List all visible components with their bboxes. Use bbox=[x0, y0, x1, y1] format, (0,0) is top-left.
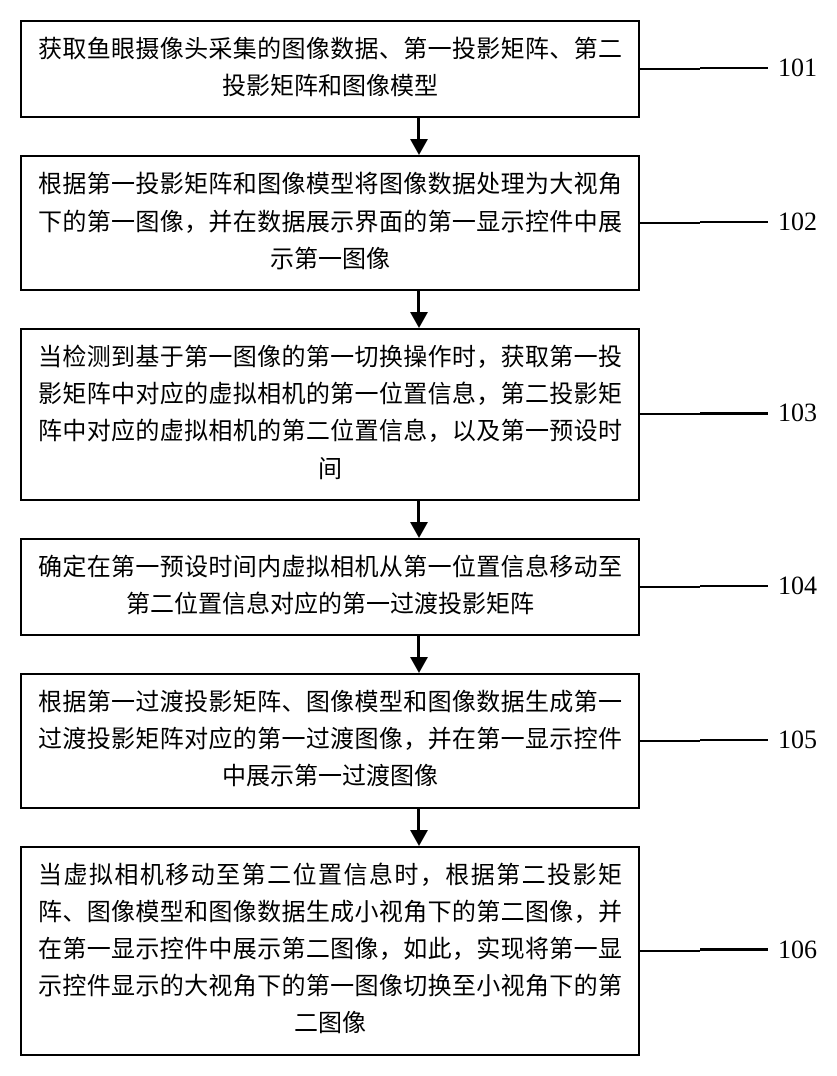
arrow-head-icon bbox=[410, 139, 428, 155]
step-text: 根据第一投影矩阵和图像模型将图像数据处理为大视角下的第一图像，并在数据展示界面的… bbox=[38, 167, 622, 279]
step-row-106: 当虚拟相机移动至第二位置信息时，根据第二投影矩阵、图像模型和图像数据生成小视角下… bbox=[20, 846, 817, 1056]
arrow-shaft bbox=[417, 118, 420, 140]
step-connector-101: 101 bbox=[640, 55, 817, 83]
step-row-101: 获取鱼眼摄像头采集的图像数据、第一投影矩阵、第二投影矩阵和图像模型 101 bbox=[20, 20, 817, 118]
step-box-102: 根据第一投影矩阵和图像模型将图像数据处理为大视角下的第一图像，并在数据展示界面的… bbox=[20, 155, 640, 291]
horizontal-line bbox=[700, 948, 768, 951]
arrow-head-icon bbox=[410, 830, 428, 846]
step-text: 根据第一过渡投影矩阵、图像模型和图像数据生成第一过渡投影矩阵对应的第一过渡图像，… bbox=[38, 685, 622, 797]
step-connector-102: 102 bbox=[640, 209, 817, 237]
step-row-105: 根据第一过渡投影矩阵、图像模型和图像数据生成第一过渡投影矩阵对应的第一过渡图像，… bbox=[20, 673, 817, 809]
step-box-104: 确定在第一预设时间内虚拟相机从第一位置信息移动至第二位置信息对应的第一过渡投影矩… bbox=[20, 538, 640, 636]
arrow-down bbox=[410, 501, 428, 538]
step-box-101: 获取鱼眼摄像头采集的图像数据、第一投影矩阵、第二投影矩阵和图像模型 bbox=[20, 20, 640, 118]
step-label: 101 bbox=[768, 53, 817, 83]
arrow-down bbox=[410, 291, 428, 328]
arrow-head-icon bbox=[410, 657, 428, 673]
elbow-line bbox=[638, 922, 700, 952]
step-label: 106 bbox=[768, 935, 817, 965]
horizontal-line bbox=[700, 221, 768, 224]
step-text: 当检测到基于第一图像的第一切换操作时，获取第一投影矩阵中对应的虚拟相机的第一位置… bbox=[38, 340, 622, 489]
step-row-102: 根据第一投影矩阵和图像模型将图像数据处理为大视角下的第一图像，并在数据展示界面的… bbox=[20, 155, 817, 291]
step-text: 获取鱼眼摄像头采集的图像数据、第一投影矩阵、第二投影矩阵和图像模型 bbox=[38, 32, 622, 106]
step-connector-106: 106 bbox=[640, 937, 817, 965]
step-row-104: 确定在第一预设时间内虚拟相机从第一位置信息移动至第二位置信息对应的第一过渡投影矩… bbox=[20, 538, 817, 636]
step-row-103: 当检测到基于第一图像的第一切换操作时，获取第一投影矩阵中对应的虚拟相机的第一位置… bbox=[20, 328, 817, 501]
arrow-down bbox=[410, 636, 428, 673]
elbow-line bbox=[638, 385, 700, 415]
step-connector-103: 103 bbox=[640, 400, 817, 428]
horizontal-line bbox=[700, 739, 768, 742]
arrow-shaft bbox=[417, 291, 420, 313]
arrow-shaft bbox=[417, 809, 420, 831]
step-label: 102 bbox=[768, 207, 817, 237]
step-connector-104: 104 bbox=[640, 573, 817, 601]
step-connector-105: 105 bbox=[640, 727, 817, 755]
step-box-105: 根据第一过渡投影矩阵、图像模型和图像数据生成第一过渡投影矩阵对应的第一过渡图像，… bbox=[20, 673, 640, 809]
step-label: 103 bbox=[768, 398, 817, 428]
horizontal-line bbox=[700, 412, 768, 415]
step-box-103: 当检测到基于第一图像的第一切换操作时，获取第一投影矩阵中对应的虚拟相机的第一位置… bbox=[20, 328, 640, 501]
arrow-shaft bbox=[417, 501, 420, 523]
step-label: 105 bbox=[768, 725, 817, 755]
arrow-shaft bbox=[417, 636, 420, 658]
horizontal-line bbox=[700, 67, 768, 70]
step-label: 104 bbox=[768, 571, 817, 601]
arrow-head-icon bbox=[410, 522, 428, 538]
arrow-down bbox=[410, 809, 428, 846]
arrow-head-icon bbox=[410, 312, 428, 328]
elbow-line bbox=[638, 712, 700, 742]
elbow-line bbox=[638, 558, 700, 588]
step-text: 确定在第一预设时间内虚拟相机从第一位置信息移动至第二位置信息对应的第一过渡投影矩… bbox=[38, 550, 622, 624]
step-text: 当虚拟相机移动至第二位置信息时，根据第二投影矩阵、图像模型和图像数据生成小视角下… bbox=[38, 858, 622, 1044]
elbow-line bbox=[638, 40, 700, 70]
arrow-down bbox=[410, 118, 428, 155]
horizontal-line bbox=[700, 585, 768, 588]
elbow-line bbox=[638, 194, 700, 224]
flowchart-container: 获取鱼眼摄像头采集的图像数据、第一投影矩阵、第二投影矩阵和图像模型 101 根据… bbox=[20, 20, 817, 1056]
step-box-106: 当虚拟相机移动至第二位置信息时，根据第二投影矩阵、图像模型和图像数据生成小视角下… bbox=[20, 846, 640, 1056]
